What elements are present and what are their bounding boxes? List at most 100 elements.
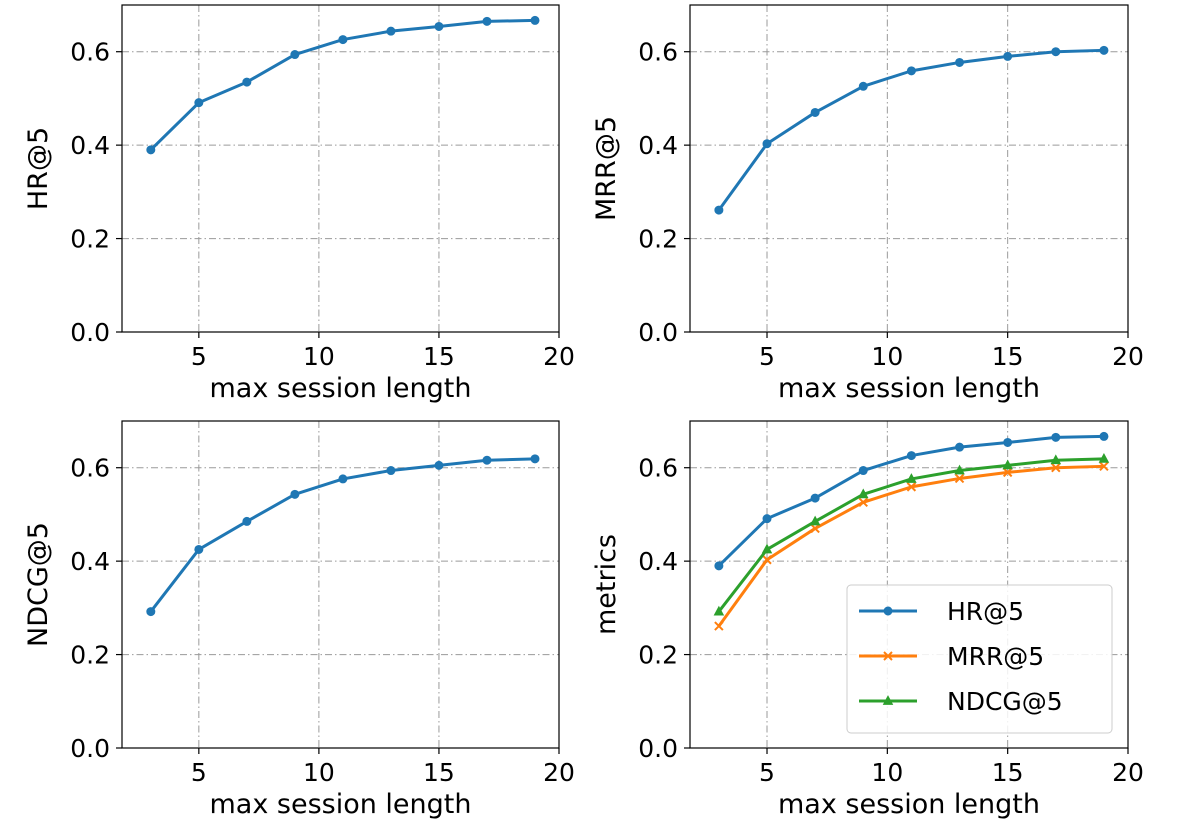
chart-1-data-point [530, 15, 540, 25]
chart-4-y-tick-label: 0.4 [638, 547, 678, 576]
chart-4-legend: HR@5 MRR@5 NDCG@5 [846, 584, 1113, 734]
chart-1-x-tick-label: 20 [543, 342, 575, 371]
chart-3-x-tick-label: 5 [191, 758, 207, 787]
chart-1-y-tick-label: 0.0 [70, 318, 110, 347]
chart-4-data-point [713, 605, 725, 616]
chart-4-data-point [906, 482, 917, 492]
chart-2-series-mrr-at-5 [714, 45, 1109, 215]
chart-1-y-tick-label: 0.6 [70, 38, 110, 67]
chart-1-data-point [482, 16, 492, 26]
chart-4-x-tick-label: 20 [1112, 758, 1144, 787]
chart-3-data-point [338, 474, 348, 484]
chart-2-data-point [1003, 51, 1013, 61]
legend-label-3: NDCG@5 [947, 687, 1063, 716]
chart-1-x-tick-label: 15 [423, 342, 455, 371]
chart-1-plot-frame [121, 4, 560, 333]
chart-4-data-point [761, 543, 773, 554]
chart-2-data-point [858, 81, 868, 91]
chart-1-data-point [146, 145, 156, 155]
chart-3-x-tick-label: 20 [543, 758, 575, 787]
chart-3-data-point [482, 455, 492, 465]
chart-4-data-point [714, 621, 724, 631]
chart-2-x-tick-label: 20 [1112, 342, 1144, 371]
chart-4-data-point [954, 464, 965, 475]
legend-marker-3 [882, 695, 894, 705]
chart-1: 5 10 15 20 0.0 0.2 0.4 0.6 max session length HR@… [23, 4, 575, 404]
legend-marker-2 [883, 651, 893, 661]
chart-4-x-tick-label: 10 [871, 758, 903, 787]
chart-4-series-mrr-at-5 [714, 461, 1109, 631]
chart-2-x-tick-label: 5 [759, 342, 775, 371]
chart-4-data-point [858, 488, 869, 499]
chart-3-data-point [386, 466, 396, 476]
chart-1-y-tick-label: 0.4 [70, 131, 110, 160]
chart-4-x-axis-label: max session length [778, 789, 1040, 820]
chart-4-data-point [906, 473, 917, 483]
chart-1-x-tick-label: 10 [303, 342, 335, 371]
chart-3-x-tick-label: 15 [423, 758, 455, 787]
chart-4-data-point [1050, 454, 1062, 465]
chart-4-x-tick-label: 5 [759, 758, 775, 787]
chart-1-y-tick-label: 0.2 [70, 225, 110, 254]
chart-4-data-point [858, 497, 868, 507]
legend-label-2: MRR@5 [947, 642, 1044, 671]
chart-4-series-hr-at-5 [714, 431, 1109, 571]
legend-marker-1 [883, 606, 893, 616]
chart-4-data-point [762, 514, 772, 524]
chart-1-data-point [290, 50, 300, 60]
chart-2-data-point [1099, 45, 1109, 55]
chart-2-data-point [714, 205, 724, 215]
chart-4: 5 10 15 20 0.0 0.2 0.4 0.6 max session length met… [591, 420, 1144, 820]
chart-3: 5 10 15 20 0.0 0.2 0.4 0.6 max session length NDC… [23, 420, 575, 820]
chart-4-data-point [1099, 431, 1109, 441]
chart-3-data-point [434, 460, 444, 470]
chart-2-data-point [762, 139, 772, 149]
chart-4-data-point [1098, 452, 1110, 463]
chart-2-data-point [955, 57, 965, 67]
chart-4-data-point [714, 561, 724, 571]
chart-4-data-point [858, 466, 868, 476]
chart-3-y-tick-label: 0.4 [70, 547, 110, 576]
chart-4-data-point [762, 555, 772, 565]
chart-3-data-point [146, 607, 156, 617]
chart-4-y-tick-label: 0.0 [638, 734, 678, 763]
legend-box [846, 584, 1113, 734]
chart-1-data-point [386, 26, 396, 36]
chart-4-x-tick-label: 15 [992, 758, 1024, 787]
chart-2-x-axis-label: max session length [778, 373, 1040, 404]
chart-4-data-point [1051, 432, 1061, 442]
chart-4-series-ndcg-at-5 [713, 452, 1110, 616]
chart-2-data-point [1051, 47, 1061, 57]
chart-3-data-point [290, 489, 300, 499]
chart-1-data-point [434, 21, 444, 31]
chart-3-y-tick-label: 0.6 [70, 454, 110, 483]
chart-3-series-ndcg-at-5 [146, 454, 540, 617]
chart-3-y-tick-label: 0.2 [70, 641, 110, 670]
chart-3-data-point [242, 516, 252, 526]
chart-2-data-point [810, 107, 820, 117]
chart-4-data-point [1003, 437, 1013, 447]
chart-2-y-tick-label: 0.6 [638, 38, 678, 67]
chart-2-data-point [906, 66, 916, 76]
chart-1-data-point [338, 35, 348, 45]
chart-2-y-tick-label: 0.0 [638, 318, 678, 347]
chart-2-x-tick-label: 15 [992, 342, 1024, 371]
chart-4-data-point [906, 451, 916, 461]
chart-4-data-point [1002, 467, 1013, 478]
chart-4-y-tick-label: 0.6 [638, 454, 678, 483]
chart-3-y-axis-label: NDCG@5 [23, 522, 54, 647]
chart-1-series-hr-at-5 [146, 15, 540, 155]
chart-4-data-point [809, 515, 821, 526]
chart-4-plot-frame [689, 420, 1129, 749]
chart-4-data-point [810, 493, 820, 503]
chart-2-y-axis-label: MRR@5 [591, 116, 622, 221]
chart-4-data-point [955, 442, 965, 452]
chart-3-y-tick-label: 0.0 [70, 734, 110, 763]
chart-4-data-point [1002, 459, 1013, 470]
chart-3-x-axis-label: max session length [210, 789, 472, 820]
chart-1-x-tick-label: 5 [191, 342, 207, 371]
chart-1-data-point [242, 77, 252, 87]
chart-3-plot-frame [121, 420, 560, 749]
chart-4-data-point [1099, 461, 1109, 472]
